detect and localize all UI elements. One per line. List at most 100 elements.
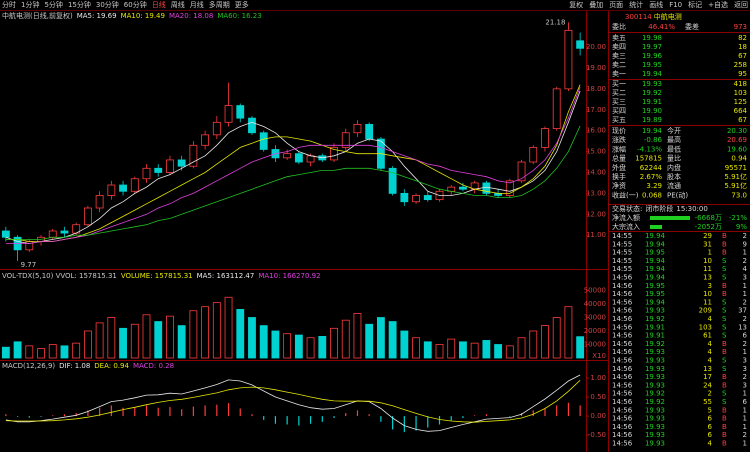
tick-volume: 24 [703, 381, 712, 389]
tick-price: 19.92 [645, 398, 665, 406]
stat-value: 73.0 [731, 191, 747, 199]
tick-price: 19.95 [645, 249, 665, 257]
book-volume: 82 [738, 34, 747, 42]
volume-bar [236, 308, 245, 359]
period-tab[interactable]: 周线 [171, 0, 185, 9]
period-tab[interactable]: 30分钟 [96, 0, 119, 9]
volume-bar [177, 325, 186, 359]
stat-label: 涨跌 [612, 135, 626, 144]
period-tab[interactable]: 日线 [152, 0, 166, 9]
volume-bar [482, 340, 491, 359]
book-level: 买五 [612, 116, 626, 124]
order-ratio: 委比 [612, 22, 626, 31]
toolbar-button[interactable]: 画线 [649, 0, 663, 9]
book-level: 卖三 [612, 52, 626, 60]
flow-bar [650, 216, 690, 220]
tick-time: 14:55 [612, 240, 632, 248]
ma-line [5, 125, 581, 240]
toolbar-button[interactable]: 标记 [688, 0, 702, 9]
tick-volume: 4 [708, 440, 713, 448]
tick-volume: 10 [703, 290, 712, 298]
y-tick-label: 18.00 [586, 85, 606, 93]
book-volume: 67 [738, 52, 747, 60]
volume-bar [13, 341, 22, 359]
tick-volume: 61 [703, 332, 712, 340]
tick-volume: 10 [703, 257, 712, 265]
period-tab[interactable]: 1分钟 [21, 0, 39, 9]
tick-side: B [722, 240, 727, 248]
tick-volume: 5 [708, 406, 712, 414]
period-tab[interactable]: 多周期 [209, 0, 230, 9]
period-tab[interactable]: 分时 [2, 0, 16, 9]
candle-body [365, 123, 374, 140]
tick-time: 14:55 [612, 232, 632, 240]
volume-bar [400, 330, 409, 359]
toolbar-button[interactable]: 页面 [609, 1, 623, 9]
tick-side: B [722, 340, 727, 348]
period-tab[interactable]: 60分钟 [124, 0, 147, 9]
tick-side: B [722, 348, 727, 356]
macd-line [5, 380, 581, 423]
tick-time: 14:55 [612, 265, 632, 273]
period-tab[interactable]: 更多 [235, 0, 249, 9]
y-tick-label: 50000 [584, 286, 606, 294]
tick-time: 14:56 [612, 332, 633, 340]
tick-price: 19.93 [645, 423, 665, 431]
tick-time: 14:56 [612, 406, 633, 414]
y-tick-label: 11.00 [586, 231, 606, 239]
tick-time: 14:56 [612, 390, 633, 398]
tick-time: 14:56 [612, 373, 633, 381]
ma-line [5, 87, 581, 244]
toolbar-button[interactable]: 返回 [734, 1, 748, 9]
book-price: 19.94 [642, 70, 663, 78]
y-tick-label: 30000 [584, 313, 606, 321]
volume-bar [107, 317, 116, 359]
candle-body [236, 105, 245, 119]
tick-price: 19.93 [645, 357, 665, 365]
volume-bar [330, 327, 338, 359]
tick-volume: 3 [708, 282, 712, 290]
tick-count: 9 [743, 240, 747, 248]
flow-percent: 9% [736, 223, 747, 231]
period-tab[interactable]: 5分钟 [44, 0, 62, 9]
tick-side: S [722, 398, 727, 406]
tick-time: 14:56 [612, 357, 633, 365]
ma-line [5, 90, 581, 244]
candle-body [330, 146, 338, 161]
y-tick-label: 12.00 [586, 210, 606, 218]
stat-label: 总量 [612, 154, 626, 163]
toolbar-button[interactable]: 统计 [629, 0, 643, 9]
toolbar-button[interactable]: F10 [669, 1, 682, 9]
toolbar-button[interactable]: 复权 [569, 0, 583, 9]
candle-body [177, 159, 186, 167]
legend-entry: MA5: 163112.47 [197, 272, 255, 280]
y-tick-label: 19.00 [586, 64, 606, 72]
book-price: 19.89 [642, 116, 662, 124]
period-tab[interactable]: 15分钟 [68, 0, 91, 9]
tick-price: 19.93 [645, 440, 665, 448]
toolbar-button[interactable]: 叠加 [589, 0, 603, 9]
book-level: 卖四 [612, 43, 626, 51]
flow-label: 大宗流入 [612, 222, 640, 231]
volume-bar [435, 344, 444, 359]
tick-side: S [722, 257, 727, 265]
tick-count: 4 [743, 265, 748, 273]
period-tab[interactable]: 月线 [190, 0, 204, 9]
tick-volume: 11 [703, 298, 712, 306]
stat-value: 0.068 [642, 191, 662, 199]
candle-body [576, 40, 585, 49]
book-volume: 418 [734, 80, 747, 88]
book-level: 卖一 [612, 70, 626, 78]
volume-bar [552, 317, 561, 359]
tick-count: 2 [743, 257, 747, 265]
tick-time: 14:55 [612, 249, 632, 257]
tick-volume: 31 [703, 240, 712, 248]
volume-bar [529, 330, 538, 359]
flow-bar [650, 225, 662, 229]
toolbar-button[interactable]: +自选 [708, 0, 728, 9]
volume-bar [142, 314, 151, 359]
tick-price: 19.93 [645, 406, 665, 414]
tick-side: B [722, 249, 727, 257]
legend-entry: MA10: 166270.92 [258, 272, 320, 280]
